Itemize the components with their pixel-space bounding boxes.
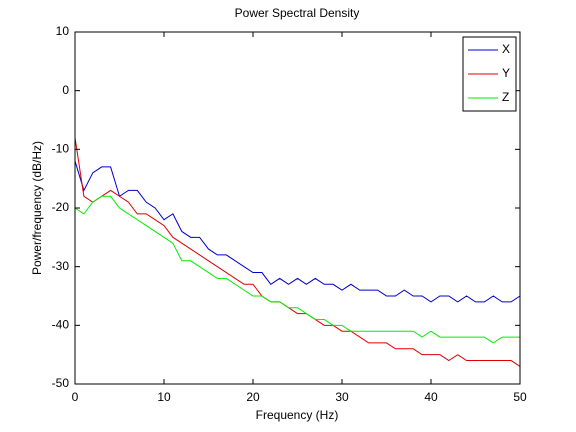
chart-title: Power Spectral Density (235, 6, 360, 20)
y-tick-label: -20 (52, 200, 70, 214)
y-tick-label: -30 (52, 259, 70, 273)
data-line (74, 195, 520, 344)
x-tick-label: 0 (72, 390, 79, 404)
x-axis-label: Frequency (Hz) (256, 408, 339, 422)
legend-label: Z (502, 90, 509, 104)
x-tick-label: 10 (157, 390, 171, 404)
y-axis-label: Power/frequency (dB/Hz) (30, 141, 44, 275)
y-tick-label: -50 (52, 376, 70, 390)
x-tick-label: 20 (246, 390, 260, 404)
y-tick-label: -40 (52, 318, 70, 332)
legend-label: Y (502, 66, 510, 80)
x-tick-label: 40 (424, 390, 438, 404)
x-tick-label: 50 (513, 390, 527, 404)
y-tick-label: 10 (56, 24, 70, 38)
data-line (74, 137, 521, 367)
data-line (74, 160, 521, 303)
y-tick-label: 0 (62, 83, 69, 97)
x-tick-label: 30 (335, 390, 349, 404)
legend: XYZ (462, 36, 517, 112)
y-tick-label: -10 (52, 142, 70, 156)
legend-label: X (502, 42, 510, 56)
